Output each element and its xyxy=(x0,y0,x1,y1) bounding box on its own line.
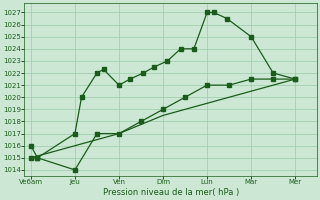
X-axis label: Pression niveau de la mer( hPa ): Pression niveau de la mer( hPa ) xyxy=(103,188,239,197)
